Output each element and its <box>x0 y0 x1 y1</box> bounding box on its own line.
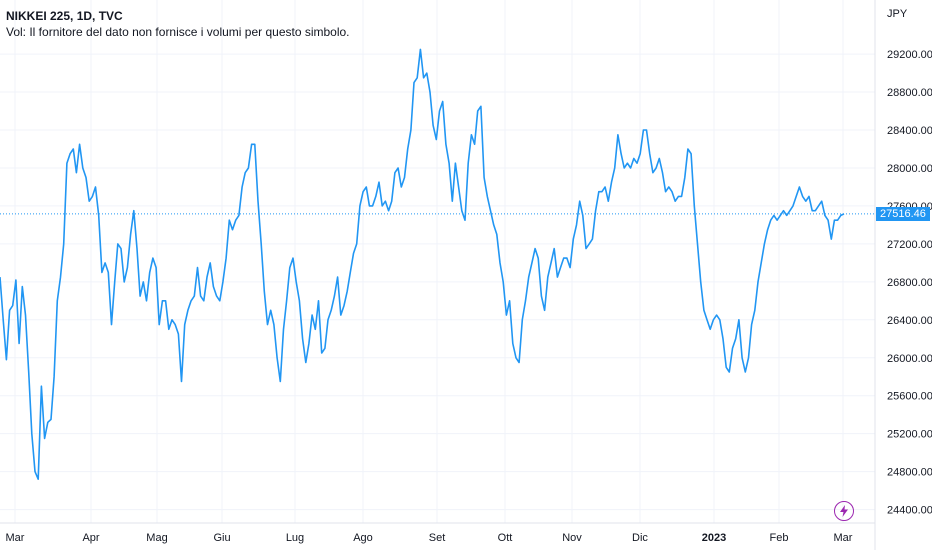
x-tick-label: Ott <box>498 532 513 544</box>
volume-notice: Vol: Il fornitore del dato non fornisce … <box>6 25 350 39</box>
lightning-bolt-icon <box>840 505 848 517</box>
symbol-title[interactable]: NIKKEI 225, 1D, TVC <box>6 9 123 23</box>
x-tick-label: Ago <box>353 532 373 544</box>
y-tick-label: 24400.00 <box>887 505 932 517</box>
chart-grid <box>0 0 875 523</box>
x-tick-label: Mar <box>834 532 853 544</box>
flash-button[interactable] <box>834 501 854 521</box>
y-tick-label: 25200.00 <box>887 429 932 441</box>
y-tick-label: 25600.00 <box>887 391 932 403</box>
y-tick-label: 27200.00 <box>887 239 932 251</box>
last-price-tag: 27516.46 <box>876 206 930 221</box>
x-tick-label: 2023 <box>702 532 726 544</box>
currency-label: JPY <box>887 8 908 20</box>
y-tick-label: 28400.00 <box>887 125 932 137</box>
y-tick-label: 24800.00 <box>887 467 932 479</box>
x-tick-label: Lug <box>286 532 304 544</box>
x-tick-label: Set <box>429 532 446 544</box>
y-tick-label: 28800.00 <box>887 87 932 99</box>
x-tick-label: Apr <box>82 532 99 544</box>
x-tick-label: Mar <box>6 532 25 544</box>
x-tick-label: Feb <box>770 532 789 544</box>
chart-legend: NIKKEI 225, 1D, TVC Vol: Il fornitore de… <box>6 8 350 40</box>
x-tick-label: Nov <box>562 532 582 544</box>
price-axis-labels: 24400.00 24800.00 25200.00 25600.00 26000.00… <box>887 49 932 516</box>
y-tick-label: 29200.00 <box>887 49 932 61</box>
series-line <box>0 48 845 481</box>
x-tick-label: Dic <box>632 532 648 544</box>
y-tick-label: 28000.00 <box>887 163 932 175</box>
time-axis-labels: Mar Apr Mag Giu Lug Ago Set Ott Nov Dic 2023 Feb Mar <box>6 532 853 544</box>
x-tick-label: Giu <box>213 532 230 544</box>
x-tick-label: Mag <box>146 532 167 544</box>
y-tick-label: 26400.00 <box>887 315 932 327</box>
y-tick-label: 26000.00 <box>887 353 932 365</box>
y-tick-label: 26800.00 <box>887 277 932 289</box>
